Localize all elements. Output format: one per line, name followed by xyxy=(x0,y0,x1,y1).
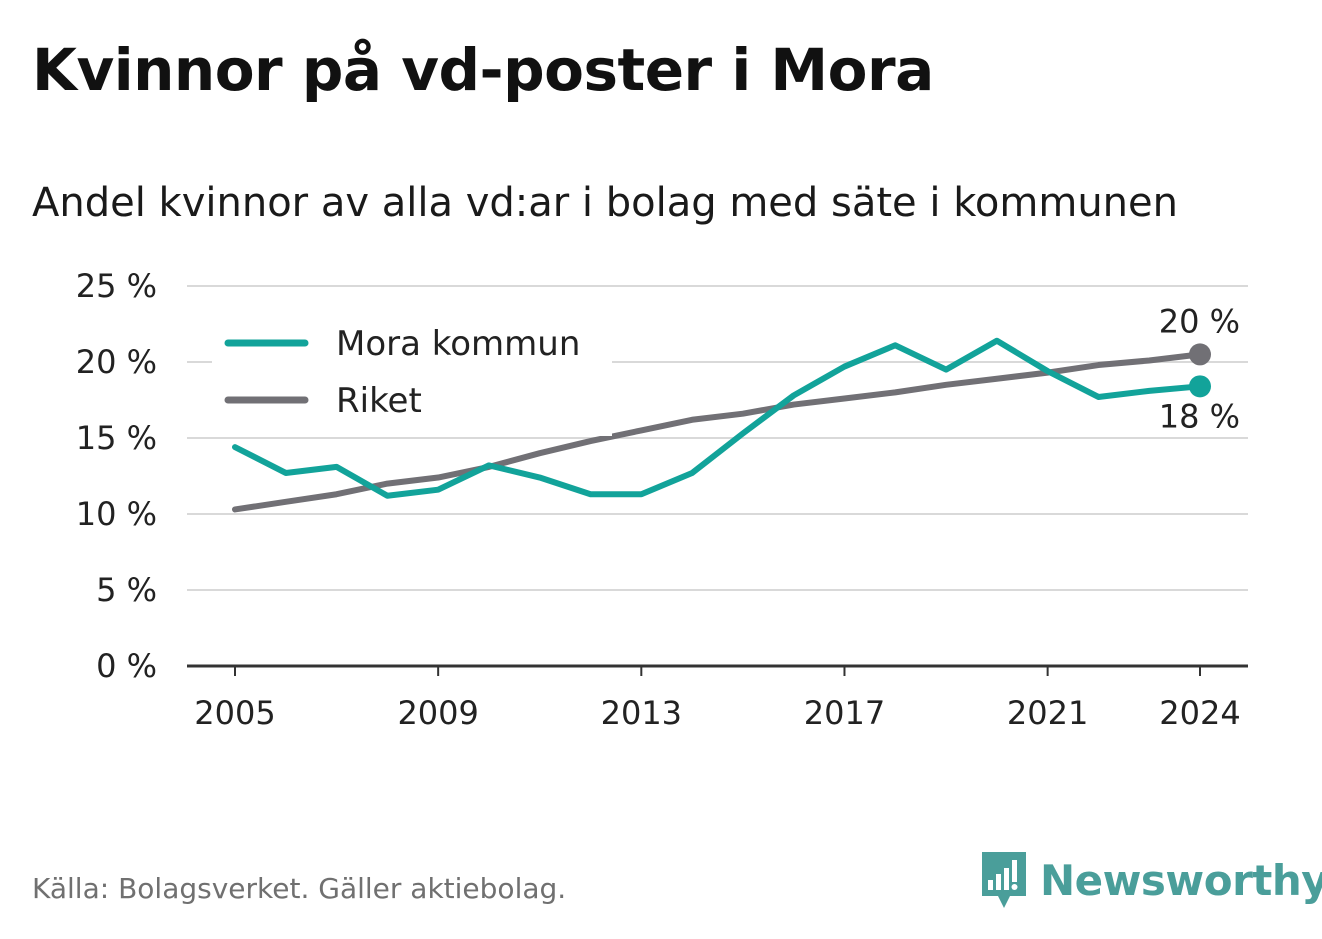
y-tick-label: 5 % xyxy=(96,571,157,609)
x-tick-label: 2013 xyxy=(601,694,682,732)
series-line-mora-kommun xyxy=(232,337,1203,499)
legend-label-mora-kommun: Mora kommun xyxy=(336,324,580,364)
x-tick-label: 2024 xyxy=(1159,694,1240,732)
x-tick-label: 2021 xyxy=(1007,694,1088,732)
y-tick-label: 0 % xyxy=(96,647,157,685)
x-tick-label: 2009 xyxy=(397,694,478,732)
series-line-riket xyxy=(232,351,1203,513)
x-tick-label: 2005 xyxy=(194,694,275,732)
end-label-riket: 20 % xyxy=(1159,302,1240,340)
y-tick-label: 25 % xyxy=(76,267,157,305)
y-tick-label: 15 % xyxy=(76,419,157,457)
legend-label-riket: Riket xyxy=(336,381,422,421)
y-axis-ticks: 0 % 5 % 10 % 15 % 20 % 25 % xyxy=(76,267,157,685)
y-tick-label: 20 % xyxy=(76,343,157,381)
newsworthy-logo-icon xyxy=(982,852,1026,908)
chart-subtitle: Andel kvinnor av alla vd:ar i bolag med … xyxy=(32,180,1178,226)
series-lines xyxy=(232,337,1211,513)
chart-title: Kvinnor på vd-poster i Mora xyxy=(32,36,934,104)
x-axis-ticks: 2005 2009 2013 2017 2021 2024 xyxy=(194,666,1241,732)
legend-background xyxy=(212,318,612,436)
legend: Mora kommun Riket xyxy=(212,318,612,436)
end-labels: 18 % 20 % xyxy=(1159,302,1240,435)
end-point-mora-kommun xyxy=(1189,375,1211,398)
brand-logo: Newsworthy xyxy=(980,850,1322,910)
end-point-riket xyxy=(1189,343,1211,366)
source-note: Källa: Bolagsverket. Gäller aktiebolag. xyxy=(32,872,567,905)
y-tick-label: 10 % xyxy=(76,495,157,533)
brand-name: Newsworthy xyxy=(1040,855,1322,905)
x-tick-label: 2017 xyxy=(804,694,885,732)
end-label-mora-kommun: 18 % xyxy=(1159,397,1240,435)
